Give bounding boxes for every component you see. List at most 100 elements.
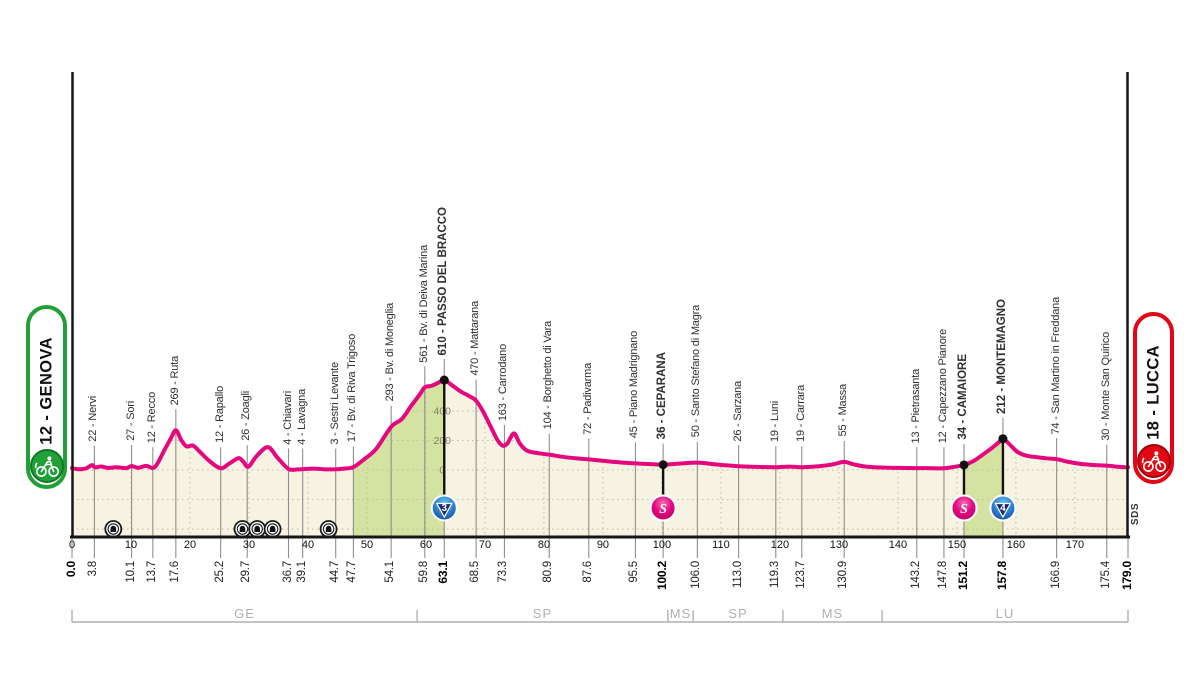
waypoint-label: 55 - Massa [837, 384, 850, 437]
waypoint-label: 27 - Sori [124, 401, 137, 442]
x-tick-label: 110 [712, 539, 730, 551]
svg-text:4: 4 [1000, 503, 1006, 514]
distance-label: 54.1 [384, 561, 397, 583]
x-tick-label: 20 [183, 539, 197, 551]
distance-label: 143.2 [909, 561, 922, 589]
waypoint-label: 26 - Zoagli [240, 391, 253, 442]
waypoint-label: 36 - CEPARANA [656, 352, 669, 440]
distance-label: 106.0 [690, 561, 703, 589]
distance-label: 29.7 [240, 561, 253, 583]
province-label: MS [669, 606, 692, 621]
finish-label: 18 - LUCCA [1144, 345, 1162, 440]
profile-line [70, 377, 1130, 473]
elevation-scale-label: 200 [433, 435, 451, 447]
climb-category-badge: 3 [430, 494, 458, 522]
x-tick-label: 40 [301, 539, 315, 551]
waypoint-label: 19 - Carrara [794, 385, 807, 443]
waypoint-label: 104 - Borghetto di Vara [542, 321, 555, 430]
distance-label: 175.4 [1099, 561, 1112, 589]
sds-watermark: SDS [1130, 502, 1141, 525]
province-label: LU [995, 606, 1015, 621]
climb-category-badge: 4 [989, 494, 1017, 522]
x-tick-label: 50 [360, 539, 374, 551]
distance-label: 63.1 [436, 561, 451, 584]
start-label: 12 - GENOVA [37, 337, 55, 445]
distance-label: 3.8 [87, 561, 100, 577]
summit-dot [998, 434, 1008, 444]
distance-label: 166.9 [1049, 561, 1062, 589]
distance-label: 10.1 [124, 561, 137, 583]
waypoint-label: 26 - Sarzana [731, 380, 744, 442]
svg-text:S: S [960, 502, 968, 517]
distance-label: 113.0 [731, 561, 744, 588]
tunnel-icon [263, 520, 282, 538]
distance-label: 179.0 [1120, 561, 1134, 591]
summit-dot [658, 460, 668, 470]
cyclist-icon [1136, 444, 1171, 478]
distance-label: 17.6 [168, 561, 181, 583]
elevation-scale-label: 0 [439, 465, 445, 477]
waypoint-label: 45 - Piano Madrignano [628, 331, 641, 439]
province-label: MS [821, 606, 844, 621]
province-bracket [71, 610, 1129, 623]
distance-label: 130.9 [837, 561, 850, 589]
x-tick-label: 120 [770, 539, 790, 551]
waypoint-label: 470 - Mattarana [469, 301, 482, 376]
elevation-scale-label: 400 [433, 406, 451, 418]
waypoint-label: 22 - Nervi [87, 396, 100, 442]
tunnel-icon [248, 520, 267, 538]
waypoint-label: 4 - Lavagna [295, 388, 308, 445]
finish-box: 18 - LUCCA [1133, 312, 1174, 484]
distance-label: 39.1 [295, 561, 308, 583]
x-tick-label: 30 [242, 539, 256, 551]
waypoint-label: 163 - Carrodano [497, 343, 510, 421]
x-tick-label: 80 [537, 539, 551, 551]
distance-label: 151.2 [955, 561, 970, 591]
waypoint-label: 3 - Sestri Levante [328, 361, 341, 445]
distance-label: 13.7 [145, 561, 158, 583]
distance-label: 95.5 [628, 561, 641, 583]
sprint-badge: S [950, 494, 978, 522]
waypoint-label: 561 - Bv. di Deiva Marina [417, 244, 430, 363]
waypoint-label: 17 - Bv. di Riva Trigoso [346, 334, 359, 443]
distance-label: 44.7 [328, 561, 341, 583]
waypoint-label: 293 - Bv. di Moneglia [384, 303, 397, 402]
distance-label: 123.7 [794, 561, 807, 589]
waypoint-label: 34 - CAMAIORE [956, 354, 969, 440]
tunnel-icon [104, 520, 123, 538]
province-label: SP [532, 606, 553, 621]
climb-fill [353, 379, 445, 537]
start-box: 12 - GENOVA [26, 305, 67, 489]
distance-label: 47.7 [346, 561, 359, 583]
waypoint-label: 50 - Santo Stefano di Magra [690, 305, 703, 438]
distance-label: 25.2 [213, 561, 226, 583]
cyclist-icon [29, 449, 64, 483]
distance-label: 59.8 [417, 561, 430, 583]
waypoint-label: 212 - MONTEMAGNO [995, 298, 1008, 414]
x-tick-label: 140 [888, 539, 908, 551]
waypoint-label: 269 - Ruta [168, 355, 181, 406]
x-tick-label: 90 [596, 539, 610, 551]
waypoint-label: 12 - Capezzano Pianore [936, 329, 949, 444]
tunnel-icon [319, 520, 338, 538]
svg-text:3: 3 [442, 503, 448, 514]
distance-label: 68.5 [469, 561, 482, 583]
x-tick-label: 130 [829, 539, 849, 551]
distance-label: 73.3 [497, 561, 510, 583]
x-tick-label: 0 [68, 539, 76, 551]
province-label: SP [728, 606, 748, 621]
x-tick-label: 170 [1065, 539, 1085, 551]
distance-label: 36.7 [281, 561, 294, 583]
summit-dot [959, 460, 969, 470]
sprint-badge: S [649, 494, 677, 522]
waypoint-label: 13 - Pietrasanta [909, 368, 922, 444]
waypoint-label: 72 - Padivarma [581, 362, 594, 435]
waypoint-label: 19 - Luni [768, 401, 781, 443]
province-label: GE [234, 606, 255, 621]
distance-label: 80.9 [542, 561, 555, 583]
svg-text:S: S [659, 502, 667, 517]
x-tick-label: 100 [652, 539, 672, 551]
x-tick-label: 10 [124, 539, 138, 551]
distance-label: 119.3 [768, 561, 781, 588]
